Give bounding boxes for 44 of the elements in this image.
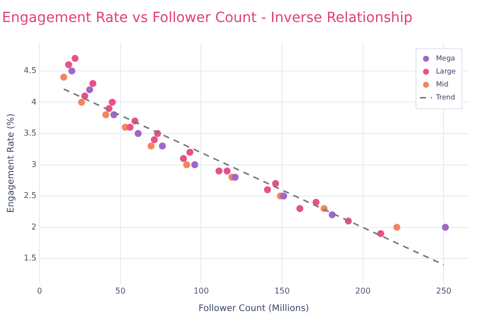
point	[72, 54, 79, 62]
point	[158, 142, 166, 150]
point	[68, 67, 76, 74]
point	[134, 130, 142, 137]
x-tick-label: 150	[274, 286, 290, 296]
y-tick-label: 4.5	[24, 66, 37, 76]
point	[232, 174, 239, 181]
x-tick-label: 100	[194, 286, 209, 296]
point	[191, 161, 198, 168]
y-tick-label: 3.5	[24, 128, 37, 138]
point	[442, 224, 449, 231]
point	[150, 136, 158, 144]
point	[78, 98, 86, 106]
y-tick-label: 4	[31, 97, 37, 106]
point	[180, 155, 187, 162]
point	[272, 180, 280, 188]
y-tick-label: 2	[31, 222, 37, 232]
point	[216, 168, 222, 175]
y-tick-label: 2.5	[24, 191, 37, 200]
point	[108, 98, 116, 106]
point	[126, 124, 134, 131]
point	[280, 192, 288, 200]
y-tick-label: 1.5	[24, 254, 37, 263]
point	[89, 80, 96, 87]
x-tick-label: 0	[36, 286, 42, 296]
point	[296, 205, 304, 212]
point	[60, 74, 68, 81]
point	[186, 148, 194, 156]
chart-title: Engagement Rate vs Follower Count - Inverse Relationship	[2, 10, 413, 26]
point	[224, 168, 231, 175]
x-tick-label: 50	[115, 286, 126, 296]
x-tick-label: 200	[355, 286, 371, 296]
point	[148, 142, 155, 150]
point	[65, 61, 72, 68]
x-tick-label: 250	[436, 286, 452, 296]
point	[102, 111, 110, 118]
point	[393, 224, 400, 231]
y-tick-label: 3	[31, 160, 37, 169]
y-axis-title: Engagement Rate (%)	[6, 114, 17, 213]
point	[264, 186, 272, 194]
point	[377, 230, 384, 238]
point	[86, 86, 94, 94]
point	[183, 161, 190, 168]
x-axis-title: Follower Count (Millions)	[198, 304, 310, 314]
